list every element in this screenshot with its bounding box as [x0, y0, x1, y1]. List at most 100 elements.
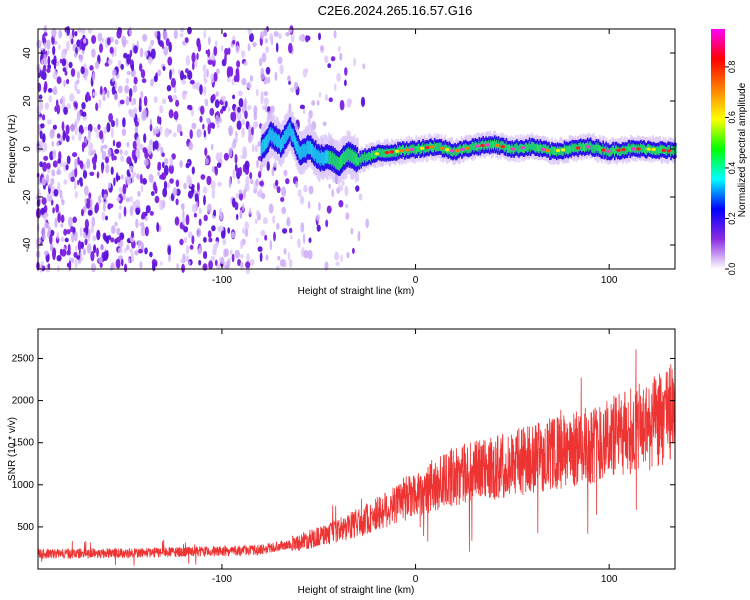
- spectrogram-noise-blob: [203, 85, 207, 96]
- ridge-band-mid: [382, 148, 385, 158]
- spectrogram-noise-blob: [244, 228, 249, 238]
- ridge-band-mid: [539, 142, 542, 151]
- spectrogram-noise-blob: [236, 167, 240, 173]
- x-tick-label: -100: [212, 574, 232, 585]
- spectrogram-noise-blob: [198, 218, 202, 226]
- spectrogram-noise-blob: [121, 174, 124, 180]
- spectrogram-noise-blob: [124, 85, 130, 94]
- ridge-band-mid: [298, 144, 300, 158]
- spectrogram-noise-blob: [118, 212, 122, 220]
- spectrogram-noise-blob: [227, 227, 231, 234]
- ridge-band-mid: [268, 130, 270, 144]
- ridge-band-mid: [614, 148, 616, 157]
- spectrogram-noise-blob: [308, 237, 312, 243]
- spectrogram-noise-blob: [42, 161, 48, 172]
- spectrogram-noise-blob: [107, 59, 113, 65]
- spectrogram-noise-blob: [127, 258, 131, 264]
- spectrogram-noise-blob: [56, 231, 60, 240]
- spectrogram-noise-blob: [145, 205, 151, 214]
- ridge-band-mid: [282, 135, 285, 149]
- spectrogram-noise-blob: [111, 225, 116, 234]
- spectrogram-noise-blob: [325, 219, 329, 228]
- spectrogram-noise-blob: [150, 39, 154, 46]
- ridge-band-mid: [378, 148, 381, 158]
- ridge-band-mid: [435, 143, 438, 152]
- spectrogram-noise-blob: [295, 180, 299, 188]
- spectrogram-noise-blob: [269, 32, 273, 43]
- spectrogram-noise-blob: [118, 193, 123, 204]
- spectrogram-noise-blob: [129, 205, 134, 216]
- spectrogram-noise-blob: [207, 59, 213, 65]
- ridge-band-mid: [351, 149, 354, 163]
- spectrogram-noise-blob: [206, 175, 212, 186]
- ridge-band-mid: [619, 147, 622, 156]
- ridge-band-mid: [274, 132, 276, 146]
- ridge-band-mid: [573, 144, 575, 153]
- spectrogram-noise-blob: [200, 174, 206, 180]
- spectrogram-noise-blob: [142, 108, 147, 120]
- ridge-band-mid: [319, 153, 322, 167]
- spectrogram-noise-blob: [54, 105, 58, 112]
- spectrogram-noise-blob: [175, 179, 180, 188]
- ridge-band-mid: [469, 144, 472, 153]
- spectrogram-noise-blob: [264, 234, 268, 241]
- ridge-band-mid: [331, 153, 333, 167]
- ridge-band-mid: [443, 145, 446, 154]
- spectrogram-noise-blob: [106, 37, 111, 46]
- spectrogram-noise-blob: [126, 156, 132, 165]
- spectrogram-noise-blob: [344, 79, 347, 87]
- spectrogram-noise-blob: [244, 110, 248, 119]
- spectrogram-noise-blob: [75, 117, 80, 124]
- ridge-band-mid: [330, 151, 332, 165]
- ridge-band-mid: [346, 148, 349, 162]
- ridge-band-mid: [585, 142, 587, 152]
- ridge-band-mid: [265, 135, 268, 149]
- colorbar: 0.0 0.2 0.4 0.6 0.8 Normalized spectral ampl…: [711, 29, 748, 275]
- spectrogram-noise-blob: [168, 253, 171, 263]
- ridge-band-mid: [646, 146, 648, 155]
- spectrogram-noise-blob: [196, 182, 200, 192]
- ridge-band-mid: [455, 148, 457, 157]
- ridge-band-mid: [263, 139, 266, 153]
- spectrogram-noise-blob: [203, 214, 208, 222]
- spectrogram-noise-blob: [107, 181, 112, 189]
- ridge-band-mid: [459, 144, 461, 153]
- ridge-band-mid: [599, 145, 602, 154]
- spectrogram-noise-blob: [56, 104, 61, 115]
- spectrogram-noise-blob: [336, 72, 341, 82]
- spectrogram-noise-blob: [110, 237, 115, 243]
- spectrogram-noise-blob: [84, 126, 88, 131]
- spectrogram-noise-blob: [41, 177, 46, 186]
- spectrogram-noise-blob: [220, 108, 224, 114]
- spectrogram-noise-blob: [74, 80, 78, 92]
- ridge-band-mid: [467, 145, 470, 154]
- spectrogram-noise-blob: [103, 233, 107, 240]
- spectrogram-noise-blob: [139, 261, 143, 269]
- spectrogram-noise-blob: [163, 180, 168, 191]
- spectrogram-noise-blob: [240, 240, 244, 250]
- ridge-band-mid: [300, 146, 302, 160]
- x-tick-label: -100: [212, 275, 232, 286]
- ridge-band-mid: [554, 146, 556, 156]
- ridge-band-mid: [366, 153, 368, 162]
- snr-panel: -100 0 100 500 1000 1500 2000 2500 Height of s…: [7, 328, 676, 596]
- ridge-band-mid: [464, 144, 466, 153]
- spectrogram-noise-blob: [144, 226, 149, 237]
- spectrogram-noise-blob: [134, 121, 139, 127]
- ridge-band-mid: [365, 154, 367, 163]
- ridge-band-mid: [497, 139, 500, 149]
- ridge-band-mid: [518, 145, 520, 155]
- spectrogram-noise-blob: [68, 260, 72, 271]
- ridge-band-mid: [508, 144, 511, 153]
- y-tick-label: 1000: [12, 480, 35, 491]
- spectrogram-noise-blob: [224, 53, 227, 64]
- spectrogram-noise-blob: [289, 227, 293, 234]
- ridge-peak: [455, 149, 460, 153]
- ridge-band-mid: [340, 155, 342, 169]
- spectrogram-noise-blob: [360, 96, 366, 107]
- spectrogram-noise-blob: [91, 35, 97, 44]
- spectrogram-noise-blob: [129, 96, 132, 102]
- ridge-band-mid: [640, 143, 642, 152]
- ridge-band-mid: [560, 146, 563, 156]
- spectrogram-noise-blob: [299, 104, 305, 110]
